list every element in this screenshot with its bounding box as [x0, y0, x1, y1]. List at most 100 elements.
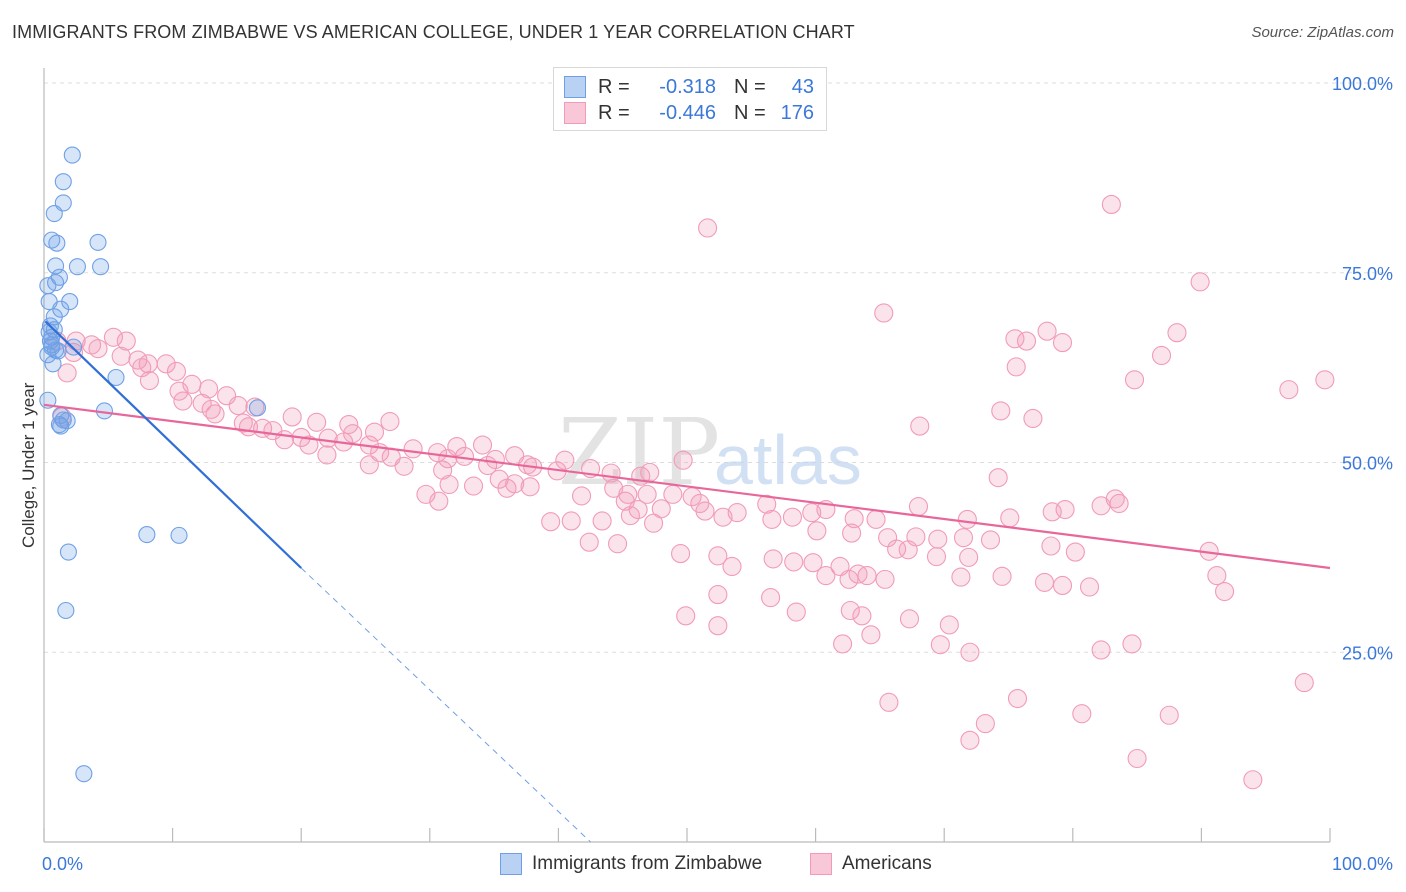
blue-swatch — [500, 853, 522, 875]
zimbabwe-point — [107, 368, 125, 387]
americans-point — [848, 564, 868, 584]
americans-point — [939, 615, 959, 635]
americans-point — [1294, 673, 1314, 693]
americans-point — [698, 218, 718, 238]
americans-point — [359, 455, 379, 475]
americans-point — [1315, 370, 1335, 390]
americans-point — [555, 450, 575, 470]
zimbabwe-point — [59, 543, 77, 561]
americans-point — [199, 379, 219, 399]
r-label: R = — [598, 101, 630, 124]
legend-item-zimbabwe: Immigrants from Zimbabwe — [500, 852, 762, 876]
americans-point — [960, 642, 980, 662]
americans-point — [852, 606, 872, 626]
legend-row-americans: R = -0.446 N = 176 — [564, 101, 814, 125]
americans-point — [844, 509, 864, 529]
americans-point — [1007, 688, 1028, 709]
zimbabwe-point — [52, 417, 70, 435]
americans-point — [1000, 508, 1020, 528]
legend-item-americans: Americans — [810, 852, 932, 876]
americans-point — [1079, 577, 1100, 597]
zimbabwe-point — [68, 258, 86, 276]
y-tick-label: 50.0% — [1342, 454, 1393, 474]
americans-point — [803, 553, 823, 573]
americans-point — [928, 529, 948, 549]
americans-point — [1101, 194, 1121, 214]
americans-point — [1122, 634, 1142, 654]
americans-point — [463, 476, 484, 496]
americans-point — [951, 567, 971, 587]
americans-point — [1091, 640, 1111, 660]
americans-point — [1037, 321, 1057, 341]
americans-point — [957, 509, 977, 529]
americans-point — [1023, 408, 1043, 429]
y-tick-label: 25.0% — [1342, 643, 1393, 663]
americans-point — [429, 491, 449, 511]
americans-point — [318, 428, 338, 448]
americans-point — [708, 585, 728, 605]
americans-point — [282, 407, 302, 427]
americans-point — [676, 606, 696, 626]
blue-swatch — [564, 76, 586, 98]
americans-point — [671, 544, 691, 564]
americans-point — [228, 396, 248, 416]
americans-point — [604, 478, 624, 498]
americans-point — [802, 503, 822, 523]
r-label: R = — [598, 75, 630, 98]
americans-point — [497, 478, 517, 498]
zimbabwe-point — [39, 346, 57, 364]
n-label: N = — [734, 75, 766, 98]
americans-point — [1124, 370, 1145, 390]
americans-point — [520, 477, 540, 497]
americans-point — [786, 602, 806, 622]
zimbabwe-point — [45, 308, 63, 326]
legend-label: Immigrants from Zimbabwe — [532, 853, 763, 874]
americans-point — [763, 549, 783, 569]
americans-point — [761, 588, 781, 608]
americans-point — [807, 521, 827, 541]
americans-point — [64, 342, 84, 362]
y-axis-label: College, Under 1 year — [19, 382, 38, 548]
americans-point — [1034, 572, 1055, 592]
americans-point — [1243, 770, 1263, 790]
zimbabwe-point — [44, 355, 62, 373]
americans-point — [1159, 705, 1179, 725]
americans-point — [173, 391, 193, 411]
trend-lines — [43, 320, 1331, 843]
americans-point — [879, 692, 899, 712]
zimbabwe-point — [54, 173, 72, 191]
americans-point — [1151, 345, 1172, 366]
americans-point — [833, 634, 853, 654]
americans-point — [317, 445, 337, 465]
americans-point — [1052, 575, 1073, 596]
zimbabwe-point — [89, 233, 107, 251]
americans-point — [899, 609, 920, 629]
americans-point — [959, 547, 979, 567]
americans-point — [156, 354, 176, 374]
correlation-legend: R = -0.318 N = 43 R = -0.446 N = 176 — [553, 67, 827, 131]
americans-point — [960, 730, 980, 750]
x-tick-label: 100.0% — [1332, 854, 1393, 874]
zimbabwe-trend-line — [44, 320, 302, 569]
americans-point — [839, 569, 859, 589]
zimbabwe-point — [45, 204, 63, 223]
r-value: -0.446 — [659, 101, 716, 124]
americans-point — [169, 381, 189, 401]
americans-point — [663, 484, 683, 504]
americans-point — [299, 435, 319, 455]
americans-point — [447, 437, 467, 457]
americans-point — [57, 363, 77, 383]
americans-point — [1052, 333, 1073, 353]
zimbabwe-point — [39, 277, 57, 295]
zimbabwe-point — [63, 146, 81, 164]
americans-point — [111, 346, 131, 366]
americans-point — [842, 523, 862, 543]
zimbabwe-point — [248, 399, 267, 417]
source-label: Source: ZipAtlas.com — [1251, 24, 1394, 41]
americans-point — [1190, 272, 1210, 292]
zimbabwe-point — [48, 234, 66, 252]
americans-point — [695, 501, 715, 521]
americans-point — [88, 339, 108, 359]
americans-point — [364, 422, 385, 442]
